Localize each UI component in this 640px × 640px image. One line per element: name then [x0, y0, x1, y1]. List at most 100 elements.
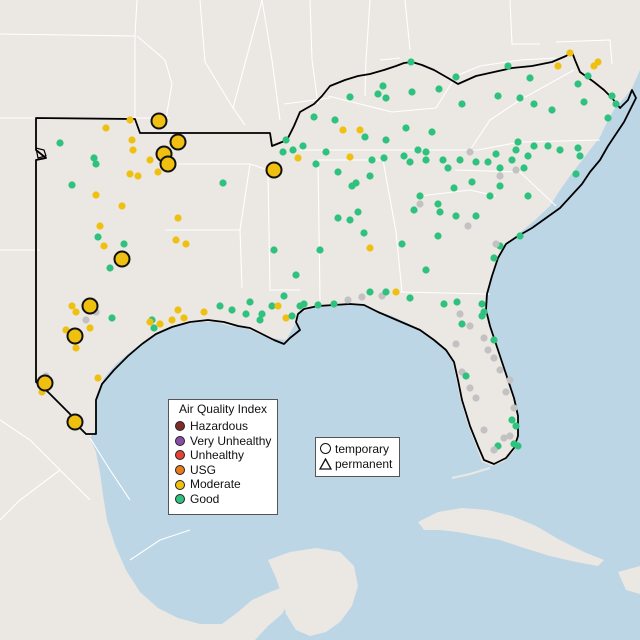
sensor-marker-good[interactable] — [548, 106, 556, 114]
sensor-marker-moderate[interactable] — [566, 49, 574, 57]
sensor-marker-good[interactable] — [366, 288, 374, 296]
sensor-marker-unknown[interactable] — [466, 384, 474, 392]
sensor-marker-moderate-large[interactable] — [36, 374, 54, 392]
sensor-marker-good[interactable] — [435, 85, 443, 93]
sensor-marker-good[interactable] — [428, 128, 436, 136]
sensor-marker-moderate[interactable] — [168, 316, 176, 324]
sensor-marker-good[interactable] — [496, 182, 504, 190]
sensor-marker-good[interactable] — [462, 372, 470, 380]
sensor-marker-unknown[interactable] — [480, 334, 488, 342]
sensor-marker-good[interactable] — [608, 92, 616, 100]
sensor-marker-moderate[interactable] — [180, 314, 188, 322]
sensor-marker-good[interactable] — [514, 138, 522, 146]
sensor-marker-moderate-large[interactable] — [81, 297, 99, 315]
sensor-marker-good[interactable] — [544, 142, 552, 150]
sensor-marker-moderate[interactable] — [92, 191, 100, 199]
sensor-marker-moderate[interactable] — [146, 156, 154, 164]
sensor-marker-moderate[interactable] — [72, 344, 80, 352]
sensor-marker-unknown[interactable] — [496, 366, 504, 374]
sensor-marker-good[interactable] — [90, 154, 98, 162]
sensor-marker-good[interactable] — [576, 152, 584, 160]
sensor-marker-good[interactable] — [444, 164, 452, 172]
sensor-marker-good[interactable] — [494, 92, 502, 100]
sensor-marker-moderate[interactable] — [102, 124, 110, 132]
sensor-marker-good[interactable] — [150, 324, 158, 332]
sensor-marker-good[interactable] — [288, 312, 296, 320]
sensor-marker-good[interactable] — [374, 90, 382, 98]
sensor-marker-good[interactable] — [604, 114, 612, 122]
sensor-marker-unknown[interactable] — [506, 432, 514, 440]
sensor-marker-good[interactable] — [414, 146, 422, 154]
sensor-marker-moderate-large[interactable] — [169, 133, 187, 151]
sensor-marker-moderate[interactable] — [356, 126, 364, 134]
sensor-marker-good[interactable] — [484, 158, 492, 166]
sensor-marker-good[interactable] — [520, 164, 528, 172]
sensor-marker-good[interactable] — [406, 158, 414, 166]
sensor-marker-good[interactable] — [524, 192, 532, 200]
sensor-marker-moderate-large[interactable] — [113, 250, 131, 268]
sensor-marker-unknown[interactable] — [472, 394, 480, 402]
sensor-marker-unknown[interactable] — [452, 340, 460, 348]
sensor-marker-good[interactable] — [382, 94, 390, 102]
sensor-marker-good[interactable] — [106, 264, 114, 272]
sensor-marker-good[interactable] — [434, 200, 442, 208]
sensor-marker-unknown[interactable] — [456, 310, 464, 318]
sensor-marker-good[interactable] — [366, 172, 374, 180]
sensor-marker-good[interactable] — [280, 292, 288, 300]
sensor-marker-good[interactable] — [216, 302, 224, 310]
sensor-marker-good[interactable] — [256, 316, 264, 324]
sensor-marker-good[interactable] — [452, 73, 460, 81]
sensor-marker-moderate[interactable] — [68, 302, 76, 310]
sensor-marker-good[interactable] — [508, 416, 516, 424]
sensor-marker-good[interactable] — [382, 288, 390, 296]
sensor-marker-good[interactable] — [346, 216, 354, 224]
sensor-marker-unknown[interactable] — [496, 172, 504, 180]
sensor-marker-good[interactable] — [408, 88, 416, 96]
sensor-marker-moderate[interactable] — [72, 308, 80, 316]
sensor-marker-moderate[interactable] — [339, 126, 347, 134]
sensor-marker-moderate[interactable] — [174, 306, 182, 314]
sensor-marker-good[interactable] — [530, 142, 538, 150]
sensor-marker-moderate[interactable] — [594, 58, 602, 66]
sensor-marker-good[interactable] — [258, 310, 266, 318]
sensor-marker-good[interactable] — [456, 156, 464, 164]
sensor-marker-good[interactable] — [612, 100, 620, 108]
sensor-marker-good[interactable] — [270, 246, 278, 254]
sensor-marker-moderate-large[interactable] — [66, 327, 84, 345]
sensor-marker-good[interactable] — [219, 179, 227, 187]
sensor-marker-good[interactable] — [472, 212, 480, 220]
sensor-marker-moderate[interactable] — [366, 244, 374, 252]
sensor-marker-good[interactable] — [312, 160, 320, 168]
sensor-marker-good[interactable] — [574, 80, 582, 88]
sensor-marker-good[interactable] — [406, 294, 414, 302]
sensor-marker-unknown[interactable] — [464, 222, 472, 230]
sensor-marker-moderate-large[interactable] — [150, 112, 168, 130]
sensor-marker-good[interactable] — [516, 232, 524, 240]
sensor-marker-good[interactable] — [120, 240, 128, 248]
sensor-marker-good[interactable] — [584, 72, 592, 80]
sensor-marker-good[interactable] — [228, 306, 236, 314]
sensor-marker-good[interactable] — [292, 271, 300, 279]
sensor-marker-moderate[interactable] — [126, 116, 134, 124]
sensor-marker-moderate[interactable] — [94, 374, 102, 382]
sensor-marker-good[interactable] — [368, 156, 376, 164]
sensor-marker-moderate[interactable] — [100, 242, 108, 250]
sensor-marker-unknown[interactable] — [506, 376, 514, 384]
sensor-marker-unknown[interactable] — [484, 346, 492, 354]
sensor-marker-good[interactable] — [296, 302, 304, 310]
sensor-marker-unknown[interactable] — [466, 148, 474, 156]
sensor-marker-unknown[interactable] — [490, 446, 498, 454]
sensor-marker-good[interactable] — [398, 240, 406, 248]
sensor-marker-good[interactable] — [334, 168, 342, 176]
sensor-marker-good[interactable] — [56, 139, 64, 147]
sensor-marker-moderate[interactable] — [274, 302, 282, 310]
sensor-marker-moderate[interactable] — [174, 214, 182, 222]
sensor-marker-moderate[interactable] — [156, 320, 164, 328]
sensor-marker-good[interactable] — [310, 113, 318, 121]
sensor-marker-good[interactable] — [512, 422, 520, 430]
sensor-marker-good[interactable] — [486, 192, 494, 200]
sensor-marker-good[interactable] — [407, 58, 415, 66]
sensor-marker-good[interactable] — [94, 233, 102, 241]
